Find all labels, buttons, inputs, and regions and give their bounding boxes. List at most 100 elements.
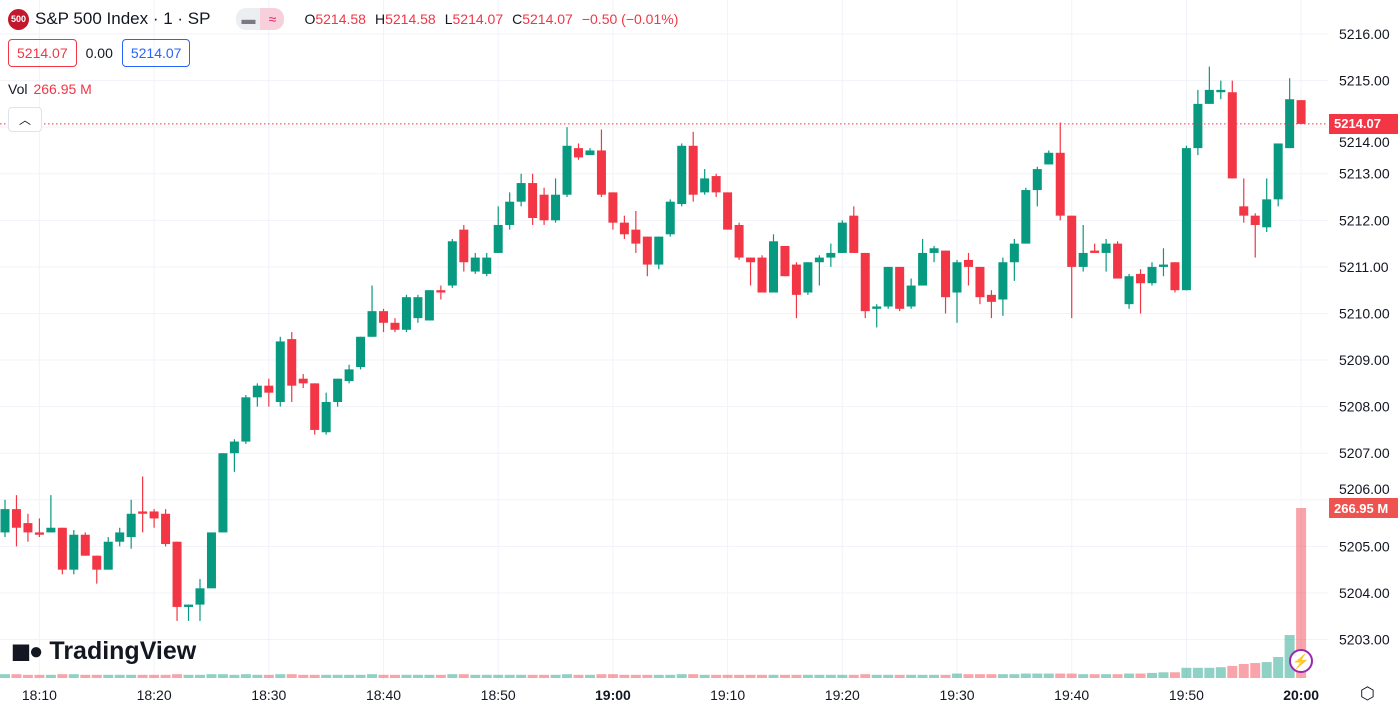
candle-body[interactable] [229, 441, 239, 454]
candle-body[interactable] [390, 322, 400, 330]
candle-body[interactable] [470, 257, 480, 272]
candle-body[interactable] [115, 532, 125, 542]
candle-body[interactable] [1204, 89, 1214, 104]
candle-body[interactable] [275, 341, 285, 402]
candle-body[interactable] [906, 285, 916, 307]
candle-body[interactable] [0, 509, 10, 533]
candle-body[interactable] [57, 527, 67, 570]
candle-body[interactable] [574, 148, 583, 158]
candle-body[interactable] [1124, 276, 1134, 305]
candle-body[interactable] [860, 252, 870, 312]
candle-body[interactable] [516, 183, 526, 202]
candle-body[interactable] [757, 257, 767, 293]
candle-body[interactable] [1262, 199, 1272, 228]
candle-body[interactable] [1032, 169, 1042, 191]
candle-body[interactable] [826, 252, 836, 258]
candle-body[interactable] [367, 311, 377, 337]
symbol-title[interactable]: S&P 500 Index · 1 · SP [35, 9, 211, 28]
candle-body[interactable] [92, 555, 102, 570]
candle-body[interactable] [138, 511, 148, 514]
candle-body[interactable] [1101, 243, 1111, 253]
tradingview-logo[interactable]: ◼● TradingView [11, 637, 196, 666]
candle-body[interactable] [1227, 92, 1237, 179]
candle-body[interactable] [34, 532, 44, 535]
candle-body[interactable] [172, 541, 182, 607]
candle-body[interactable] [642, 236, 652, 265]
candle-body[interactable] [1078, 252, 1088, 267]
candle-body[interactable] [1285, 99, 1295, 149]
candle-body[interactable] [665, 201, 675, 235]
candle-body[interactable] [723, 192, 733, 230]
candle-body[interactable] [206, 532, 216, 589]
candle-body[interactable] [700, 178, 710, 193]
candle-body[interactable] [80, 534, 90, 556]
candle-body[interactable] [711, 176, 721, 193]
candle-body[interactable] [1216, 89, 1226, 93]
candle-body[interactable] [1009, 243, 1019, 263]
candle-body[interactable] [505, 201, 515, 225]
candle-body[interactable] [103, 541, 113, 570]
candle-body[interactable] [1067, 215, 1077, 267]
candle-body[interactable] [1113, 243, 1123, 279]
candle-body[interactable] [596, 150, 606, 195]
candle-body[interactable] [1250, 215, 1260, 225]
candle-body[interactable] [688, 145, 698, 195]
candle-body[interactable] [768, 241, 778, 293]
candle-body[interactable] [1044, 152, 1054, 165]
candle-body[interactable] [333, 378, 343, 402]
candle-body[interactable] [608, 192, 618, 223]
candle-body[interactable] [264, 385, 274, 393]
candle-body[interactable] [401, 297, 411, 330]
candle-body[interactable] [1055, 152, 1065, 216]
candle-body[interactable] [436, 290, 446, 293]
candle-body[interactable] [321, 401, 331, 433]
candle-body[interactable] [1193, 103, 1203, 149]
candle-body[interactable] [1181, 148, 1191, 291]
candle-body[interactable] [195, 588, 205, 605]
candle-body[interactable] [998, 262, 1008, 300]
candle-body[interactable] [1158, 264, 1168, 267]
candle-body[interactable] [241, 397, 251, 442]
candle-body[interactable] [895, 266, 905, 309]
candle-body[interactable] [1090, 250, 1100, 253]
candle-body[interactable] [310, 383, 320, 430]
candle-body[interactable] [218, 453, 228, 533]
candle-body[interactable] [562, 145, 572, 195]
candle-body[interactable] [46, 527, 56, 533]
candle-body[interactable] [69, 534, 79, 570]
candle-body[interactable] [413, 297, 423, 319]
candle-body[interactable] [1296, 100, 1306, 124]
candle-body[interactable] [252, 385, 262, 398]
candle-body[interactable] [493, 224, 503, 253]
candle-body[interactable] [837, 222, 847, 253]
candle-body[interactable] [379, 311, 389, 323]
sell-button[interactable]: 5214.07 [8, 39, 77, 67]
candle-body[interactable] [126, 513, 136, 538]
candle-body[interactable] [918, 252, 928, 286]
candle-body[interactable] [184, 604, 194, 607]
candle-body[interactable] [482, 257, 492, 274]
candle-body[interactable] [344, 369, 354, 382]
candle-body[interactable] [356, 336, 366, 368]
candle-body[interactable] [1136, 273, 1146, 284]
candle-body[interactable] [929, 248, 939, 253]
candle-body[interactable] [952, 262, 962, 293]
candle-body[interactable] [975, 266, 985, 298]
candle-body[interactable] [791, 264, 801, 295]
gear-icon[interactable]: ⬡ [1360, 684, 1375, 703]
candle-body[interactable] [447, 241, 457, 286]
time-axis[interactable]: 18:10 18:20 18:30 18:40 18:50 19:00 19:10 19:20… [22, 687, 1319, 703]
candle-body[interactable] [23, 523, 33, 533]
candle-body[interactable] [941, 250, 951, 298]
candle-body[interactable] [814, 257, 824, 263]
candle-body[interactable] [1147, 266, 1157, 284]
candle-body[interactable] [1021, 190, 1031, 244]
candle-body[interactable] [849, 215, 859, 253]
candle-body[interactable] [1239, 206, 1249, 216]
candle-body[interactable] [631, 229, 641, 244]
candle-body[interactable] [803, 262, 813, 293]
candle-body[interactable] [298, 378, 308, 384]
candle-body[interactable] [287, 339, 297, 386]
candle-body[interactable] [1273, 143, 1283, 200]
